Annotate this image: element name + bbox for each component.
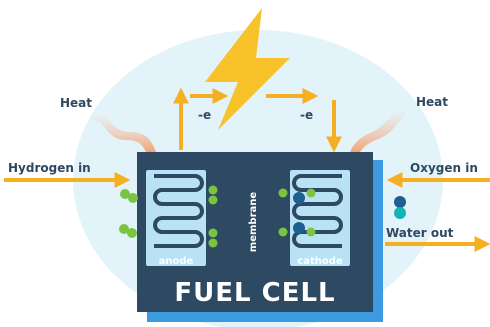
membrane-label: membrane: [248, 192, 259, 253]
lightning-bolt-icon: [205, 8, 290, 130]
heat-label-left: Heat: [60, 96, 92, 110]
oxygen-molecule-icon: [394, 196, 406, 219]
hydrogen-in-label: Hydrogen in: [8, 161, 91, 175]
hydrogen-molecule-icon: [119, 224, 137, 238]
oxygen-in-label: Oxygen in: [410, 161, 478, 175]
fuel-cell-title: FUEL CELL: [174, 278, 335, 308]
water-out-label: Water out: [386, 226, 454, 240]
anode-label: anode: [159, 256, 194, 267]
cathode-label: cathode: [297, 256, 343, 267]
heat-plume-icon: [92, 112, 156, 152]
hydrogen-ion-icon: [208, 185, 218, 248]
electron-label-left: -e: [198, 108, 211, 122]
hydrogen-molecule-icon: [120, 189, 138, 203]
cathode-ion-icon: [278, 188, 316, 237]
anode-channel: [153, 174, 204, 248]
electron-label-right: -e: [300, 108, 313, 122]
heat-label-right: Heat: [416, 95, 448, 109]
heat-plume-icon: [350, 108, 406, 152]
